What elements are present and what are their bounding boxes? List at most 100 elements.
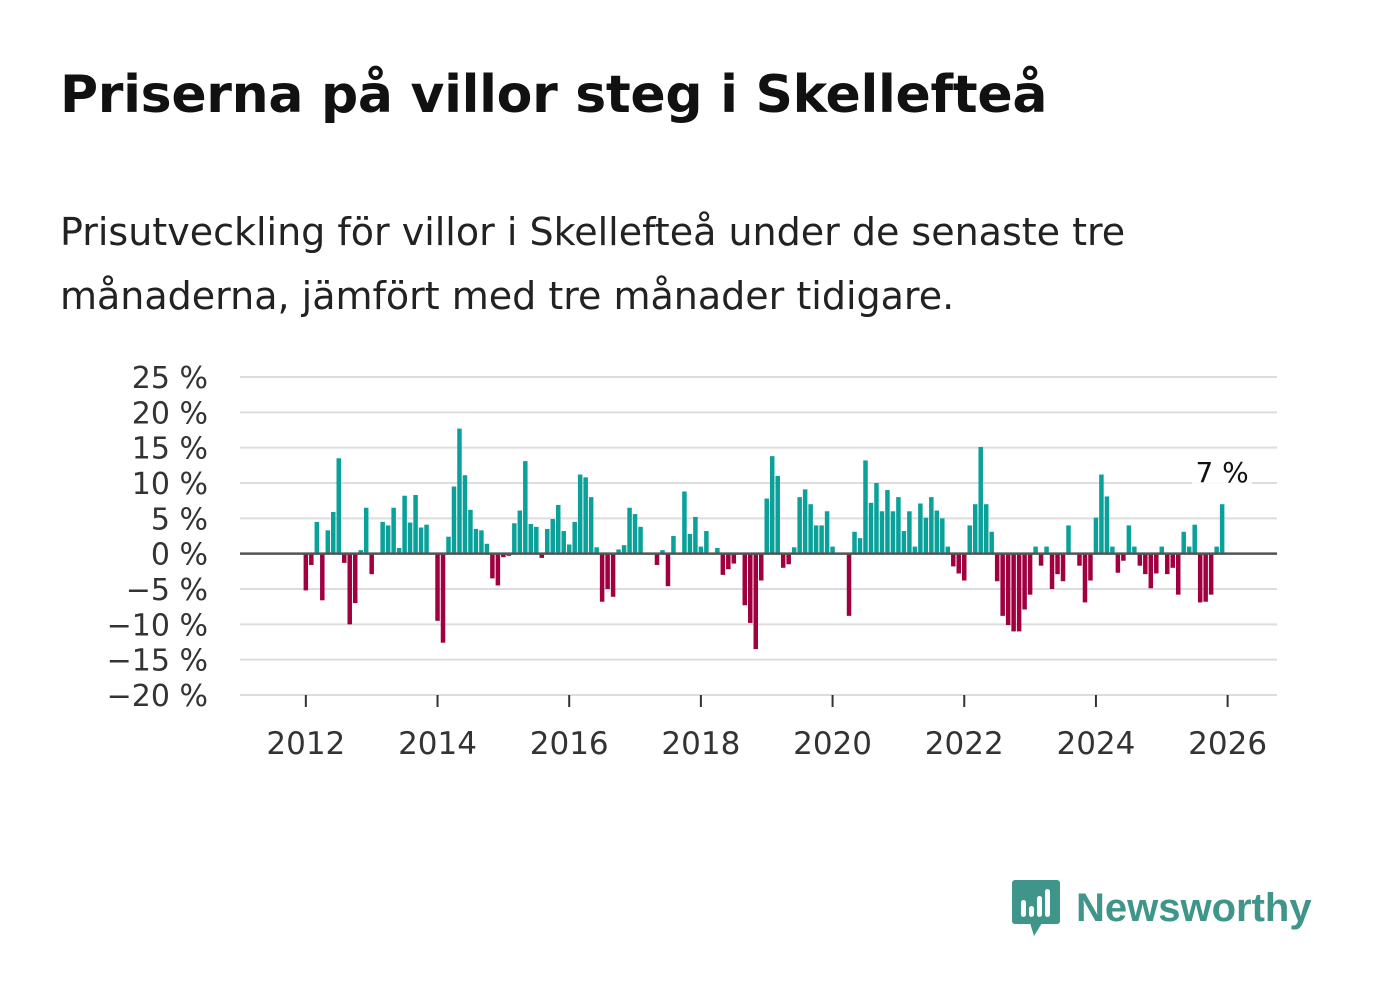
bar xyxy=(918,503,923,554)
x-tick-label: 2012 xyxy=(266,726,345,762)
bar xyxy=(1214,546,1219,554)
bar xyxy=(945,546,951,554)
bar xyxy=(824,511,830,554)
bar xyxy=(808,504,813,554)
bar xyxy=(780,553,786,568)
bar xyxy=(1170,553,1176,568)
bar xyxy=(819,525,824,554)
bar xyxy=(901,531,907,554)
y-tick-label: 5 % xyxy=(151,502,208,537)
bar xyxy=(748,553,753,623)
bar xyxy=(1121,553,1126,561)
bar xyxy=(605,553,610,589)
bar xyxy=(347,553,352,625)
bar xyxy=(1181,531,1186,554)
bar xyxy=(940,518,945,554)
bar xyxy=(303,553,309,591)
y-tick-label: −5 % xyxy=(126,573,208,608)
bar xyxy=(1110,546,1115,554)
bar xyxy=(473,528,479,554)
bar xyxy=(830,546,835,554)
bar xyxy=(479,530,484,554)
bar xyxy=(627,507,632,554)
bar xyxy=(566,544,572,554)
bar xyxy=(539,553,545,558)
x-tick-label: 2024 xyxy=(1056,726,1135,762)
bar xyxy=(1148,553,1154,589)
bar xyxy=(561,531,566,554)
bar xyxy=(457,428,462,554)
bar xyxy=(1219,504,1225,554)
bar xyxy=(380,521,385,554)
bar xyxy=(616,549,621,554)
bar xyxy=(396,548,402,554)
chart-title: Priserna på villor steg i Skellefteå xyxy=(60,65,1048,125)
bar xyxy=(550,519,555,554)
bar xyxy=(594,547,599,554)
bar xyxy=(786,553,791,565)
bar xyxy=(890,511,896,554)
bar xyxy=(1126,525,1132,554)
bar xyxy=(1132,546,1137,554)
bar xyxy=(879,511,885,554)
bar xyxy=(1082,553,1088,603)
bar xyxy=(896,497,901,554)
bar xyxy=(775,475,780,554)
bar xyxy=(1044,546,1049,554)
bar xyxy=(764,498,769,554)
bar xyxy=(654,553,660,565)
x-tick-label: 2018 xyxy=(661,726,740,762)
bar xyxy=(490,553,495,579)
bar xyxy=(440,553,446,643)
bar xyxy=(868,502,874,554)
x-tick-label: 2016 xyxy=(530,726,609,762)
bar xyxy=(912,546,918,554)
bar xyxy=(495,553,501,586)
bar xyxy=(802,489,808,554)
bar xyxy=(852,531,857,554)
bar xyxy=(813,525,819,554)
bar xyxy=(929,497,934,554)
bar xyxy=(523,461,528,554)
bar xyxy=(660,550,665,554)
bar xyxy=(402,495,407,554)
brand-name: Newsworthy xyxy=(1076,885,1312,930)
y-tick-label: 25 % xyxy=(132,361,208,396)
bar xyxy=(501,553,506,558)
bar xyxy=(874,483,879,554)
bar xyxy=(610,553,616,597)
bar xyxy=(962,553,967,581)
bar xyxy=(742,553,748,606)
bar xyxy=(363,507,369,554)
bar xyxy=(1038,553,1044,566)
bar xyxy=(1093,517,1099,554)
bar xyxy=(1115,553,1121,573)
bar xyxy=(369,553,374,575)
bar xyxy=(1137,553,1143,566)
bar xyxy=(358,550,363,554)
x-tick-label: 2022 xyxy=(925,726,1004,762)
bar xyxy=(1027,553,1033,595)
bar xyxy=(863,460,868,554)
bar xyxy=(385,525,391,554)
bar xyxy=(1088,553,1093,581)
bar xyxy=(1159,546,1165,554)
bar xyxy=(391,507,396,554)
bar xyxy=(528,523,534,554)
bar xyxy=(769,456,775,554)
bar xyxy=(753,553,759,650)
bar xyxy=(994,553,1000,582)
y-tick-label: 15 % xyxy=(132,432,208,467)
bar xyxy=(1165,553,1170,575)
bar xyxy=(1060,553,1066,582)
axes: 25 %20 %15 %10 %5 %0 %−5 %−10 %−15 %−20 … xyxy=(107,361,1277,762)
newsworthy-logo-icon xyxy=(1012,880,1060,936)
bar xyxy=(314,521,320,554)
bar xyxy=(687,533,693,554)
bar xyxy=(1175,553,1181,595)
last-value-label: 7 % xyxy=(1195,456,1248,489)
bar xyxy=(797,497,802,554)
bar xyxy=(1077,553,1082,566)
bar xyxy=(517,510,523,554)
